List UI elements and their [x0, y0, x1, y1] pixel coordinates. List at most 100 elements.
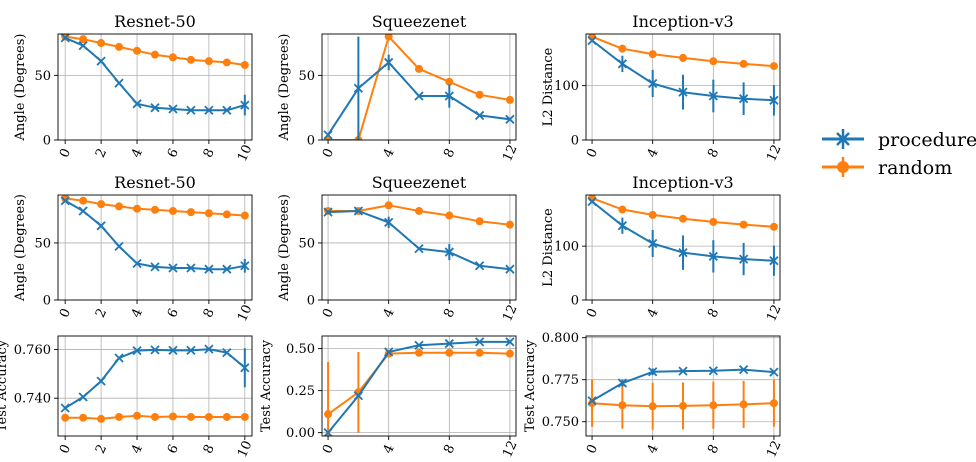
data-point: [445, 211, 454, 220]
series-procedure: [323, 206, 515, 274]
subplot-1: 0 2 4 6 8 10 0 50 Resnet-50 Angle (Degrees): [13, 12, 256, 164]
data-point: [648, 238, 658, 249]
data-point: [384, 347, 394, 357]
data-point: [505, 95, 514, 104]
x-tick-label: 8: [201, 442, 218, 456]
data-point: [444, 247, 454, 257]
x-tick-label: 0: [584, 442, 601, 456]
y-tick-label: 50: [34, 69, 51, 84]
data-point: [474, 110, 485, 121]
data-point: [78, 40, 88, 51]
series-random: [588, 379, 778, 430]
y-tick-label: 0.775: [542, 373, 579, 388]
data-point: [414, 244, 424, 254]
y-tick-label: 100: [554, 240, 579, 255]
data-point: [79, 196, 88, 205]
data-point: [61, 413, 70, 422]
data-point: [648, 402, 657, 411]
x-tick-label: 0: [584, 146, 601, 160]
subplot-title: Squeezenet: [372, 173, 467, 192]
data-point: [222, 412, 231, 421]
data-point: [324, 410, 333, 419]
x-tick-label: 6: [165, 442, 182, 456]
data-point: [168, 104, 178, 114]
series-line: [328, 35, 511, 140]
x-tick-label: 4: [129, 442, 146, 456]
data-point: [415, 348, 423, 357]
x-tick-label: 8: [441, 306, 458, 320]
series-procedure: [587, 364, 779, 406]
data-point: [150, 262, 160, 272]
data-point: [168, 345, 178, 356]
x-tick-label: 2: [93, 306, 110, 320]
axes-frame: [585, 194, 781, 301]
x-tick-label: 0: [320, 442, 337, 456]
subplot-title: Squeezenet: [372, 12, 467, 31]
data-point: [709, 401, 718, 410]
series-random: [61, 34, 249, 70]
data-point: [588, 399, 597, 408]
y-axis-label: L2 Distance: [541, 47, 556, 126]
series-random: [61, 411, 249, 423]
data-point: [475, 90, 484, 99]
subplot-title: Resnet-50: [114, 173, 196, 192]
data-point: [505, 264, 515, 274]
data-point: [60, 196, 70, 206]
data-point: [133, 411, 142, 420]
data-point: [384, 201, 393, 210]
data-point: [114, 78, 124, 88]
data-point: [617, 59, 628, 69]
series-line: [64, 348, 246, 409]
data-point: [60, 403, 70, 413]
y-tick-label: 50: [298, 236, 315, 251]
data-point: [168, 53, 177, 62]
y-tick-label: 0: [43, 294, 51, 309]
data-point: [78, 206, 88, 216]
data-point: [475, 217, 484, 226]
axes-frame: [57, 33, 253, 141]
x-tick-label: 8: [441, 442, 458, 456]
data-point: [648, 367, 658, 377]
data-point: [739, 400, 748, 409]
data-point: [505, 337, 515, 347]
data-point: [353, 83, 364, 93]
y-axis-label: Test Accuracy: [259, 339, 274, 432]
data-point: [769, 222, 778, 231]
y-axis-label: Test Accuracy: [0, 339, 10, 432]
series-line: [327, 61, 511, 136]
data-point: [240, 100, 250, 110]
data-point: [97, 39, 106, 48]
data-point: [445, 348, 454, 357]
data-point: [769, 367, 779, 377]
x-tick-label: 4: [645, 146, 662, 160]
data-point: [708, 251, 718, 262]
x-tick-label: 6: [165, 306, 182, 320]
x-tick-label: 4: [381, 442, 398, 456]
data-point: [240, 211, 249, 220]
data-point: [186, 412, 195, 421]
data-point: [204, 105, 214, 115]
y-tick-label: 0: [43, 134, 51, 149]
y-tick-label: 0.00: [286, 426, 315, 441]
subplot-2: 0 4 8 12 0 50 Squeezenet Angle (Degrees): [277, 12, 521, 164]
data-point: [739, 220, 748, 229]
y-tick-label: 0.760: [14, 343, 51, 358]
data-point: [769, 62, 778, 71]
data-point: [617, 221, 628, 231]
y-tick-label: 0: [571, 134, 579, 149]
data-point: [204, 344, 214, 354]
series-procedure: [60, 344, 250, 413]
subplot-title: Inception-v3: [632, 12, 733, 31]
data-point: [222, 210, 231, 219]
x-tick-label: 0: [57, 442, 74, 456]
data-point: [79, 413, 88, 422]
data-point: [96, 56, 106, 66]
x-tick-label: 4: [645, 306, 662, 320]
data-point: [115, 202, 124, 211]
data-point: [587, 396, 597, 406]
data-point: [738, 364, 749, 375]
data-point: [474, 261, 485, 271]
subplot-5: 0 4 8 12 0 50 Squeezenet Angle (Degrees): [277, 173, 521, 324]
data-point: [222, 264, 232, 274]
data-point: [323, 428, 333, 436]
